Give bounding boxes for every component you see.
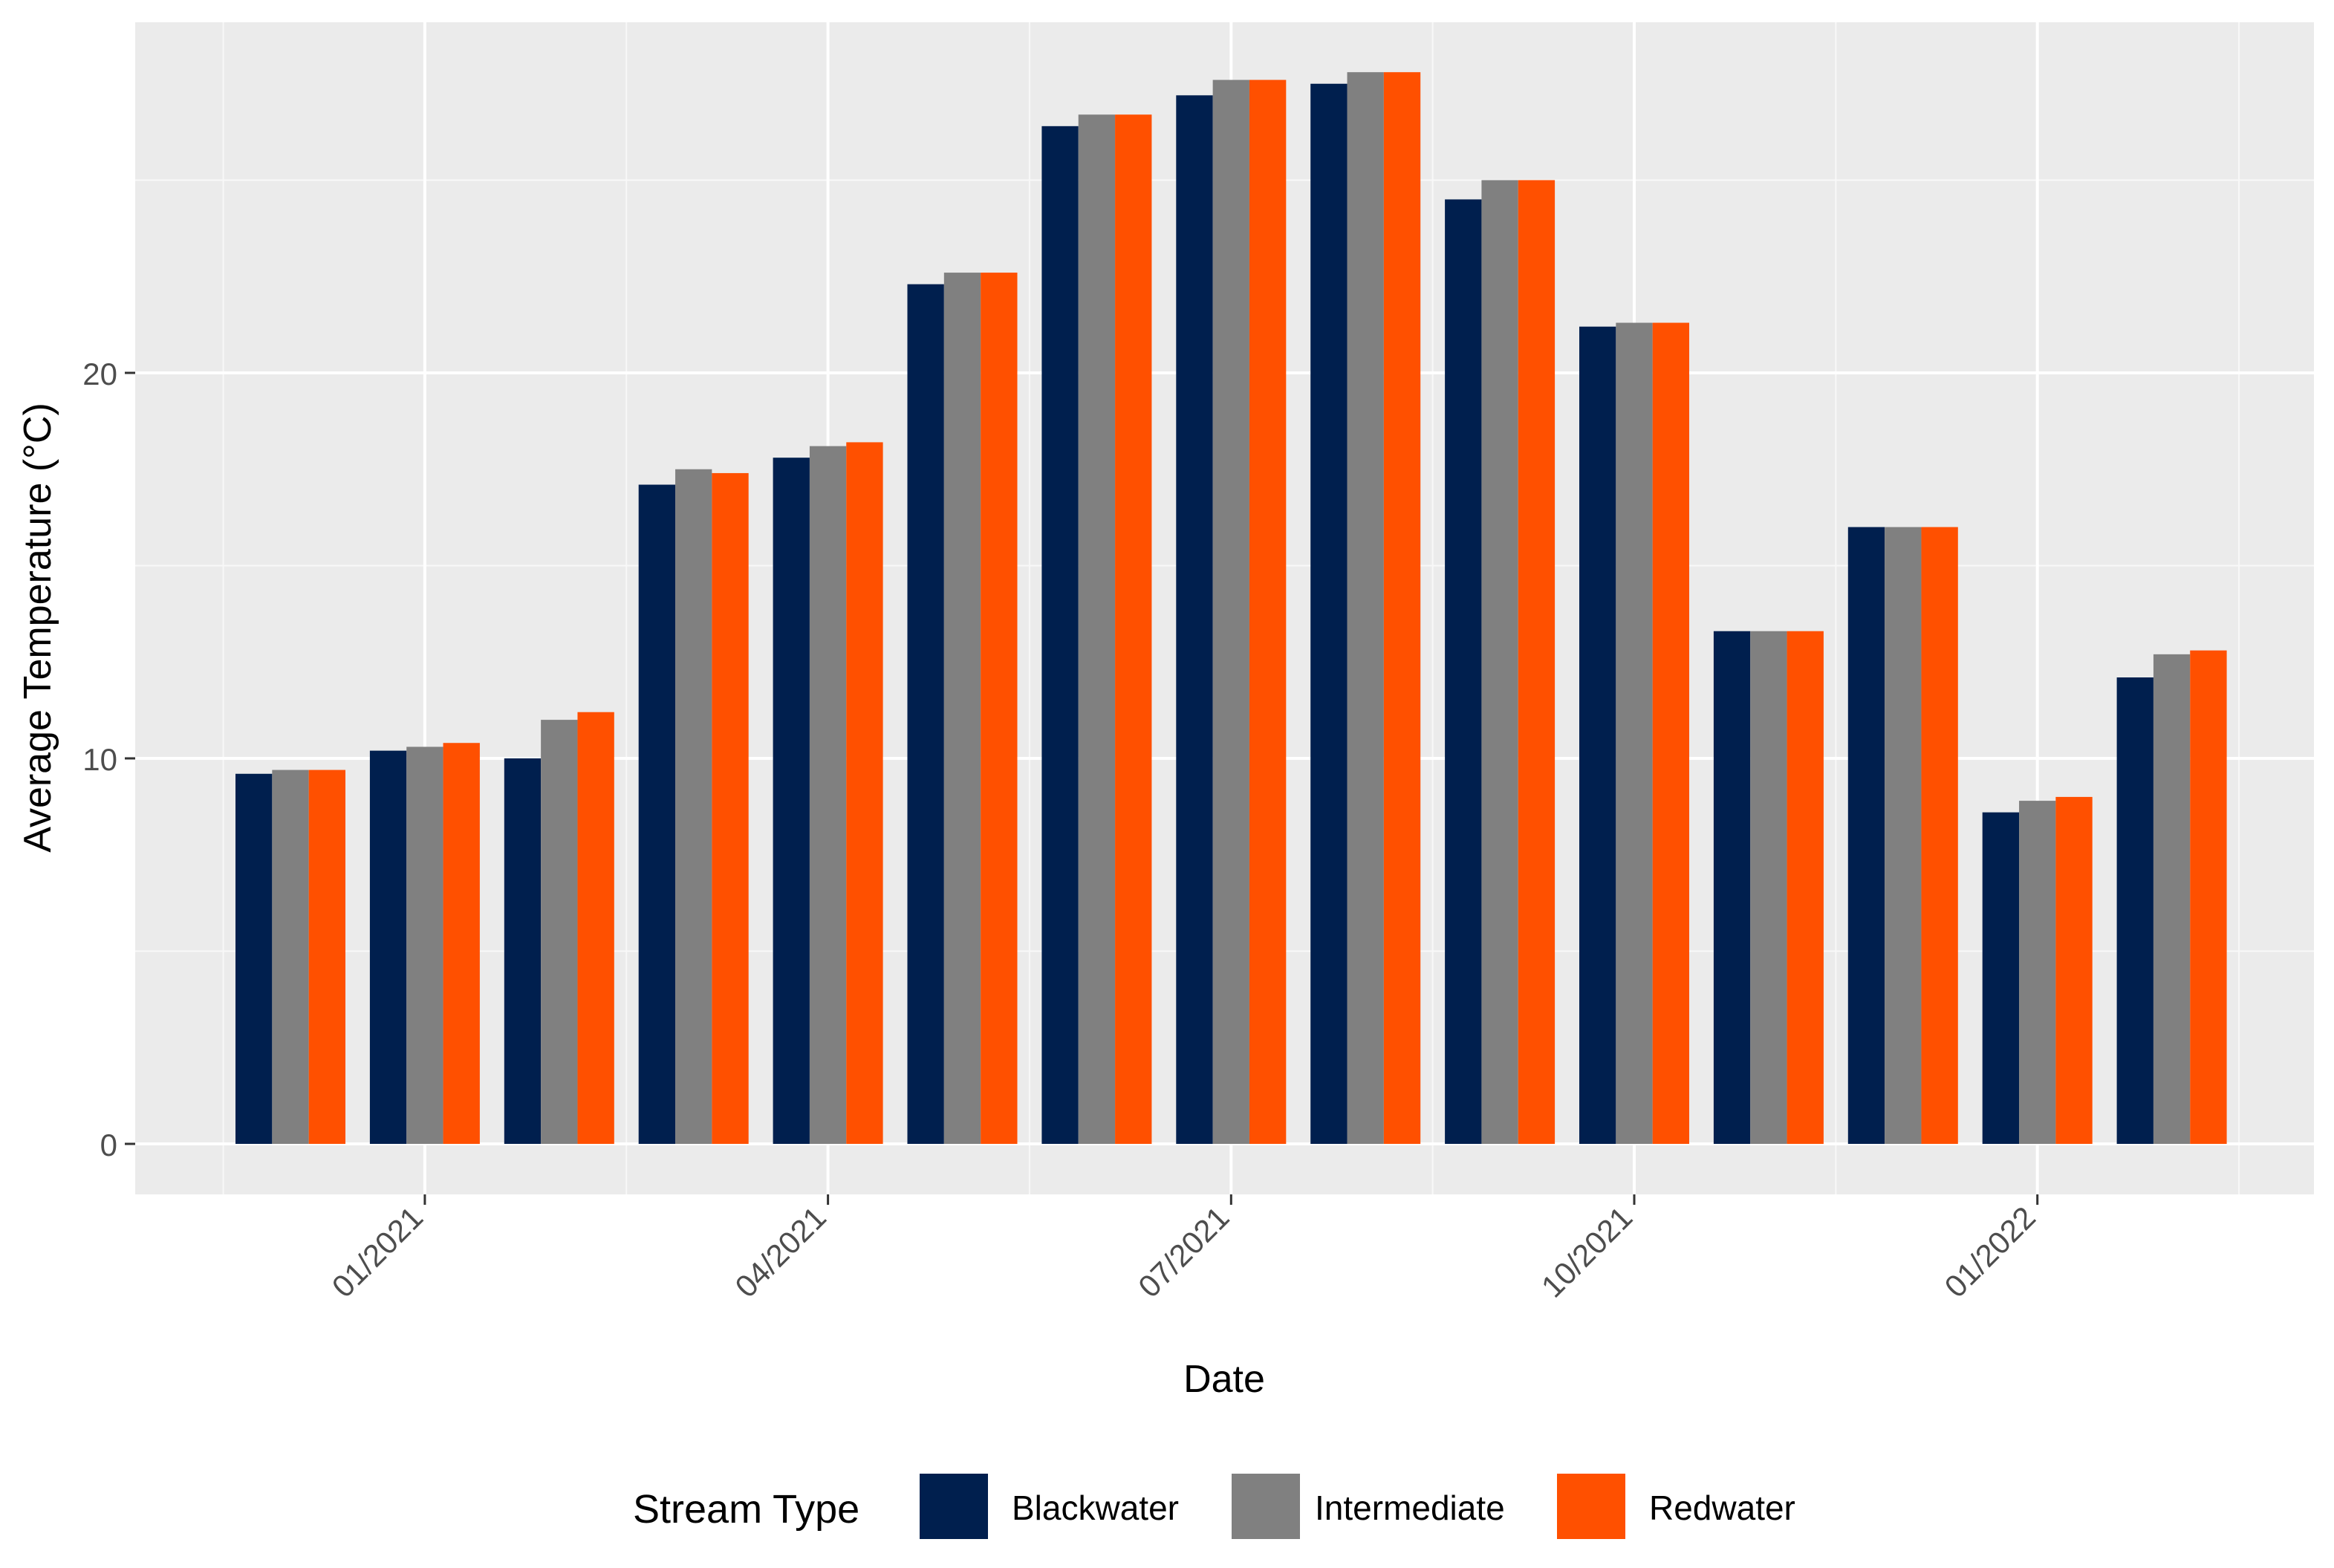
bar-blackwater-10-2021 xyxy=(1579,326,1616,1145)
x-tick-label: 04/2021 xyxy=(728,1200,833,1304)
bar-blackwater-01-2022 xyxy=(1982,812,2020,1144)
bar-redwater-02-2022 xyxy=(2190,650,2227,1144)
bar-redwater-12-2020 xyxy=(308,770,345,1144)
y-tick-label: 10 xyxy=(82,742,117,777)
bar-intermediate-02-2021 xyxy=(541,720,578,1144)
x-axis-title: Date xyxy=(1183,1358,1265,1401)
bar-intermediate-01-2022 xyxy=(2019,801,2056,1144)
bar-intermediate-02-2022 xyxy=(2153,654,2191,1144)
bar-intermediate-11-2021 xyxy=(1750,631,1787,1144)
bar-intermediate-12-2021 xyxy=(1885,527,1922,1144)
bar-blackwater-07-2021 xyxy=(1176,95,1213,1144)
bar-intermediate-08-2021 xyxy=(1347,72,1384,1144)
bar-redwater-04-2021 xyxy=(846,442,883,1144)
bar-blackwater-04-2021 xyxy=(773,458,810,1144)
bar-intermediate-03-2021 xyxy=(675,469,712,1144)
y-tick-label: 20 xyxy=(82,357,117,391)
bar-intermediate-04-2021 xyxy=(809,446,847,1144)
x-tick-label: 07/2021 xyxy=(1131,1200,1236,1304)
x-tick-label: 10/2021 xyxy=(1535,1200,1639,1304)
x-tick-label: 01/2021 xyxy=(325,1200,430,1304)
y-tick-label: 0 xyxy=(100,1128,117,1162)
bar-redwater-11-2021 xyxy=(1787,631,1824,1144)
bar-blackwater-09-2021 xyxy=(1445,199,1482,1145)
bar-blackwater-01-2021 xyxy=(369,750,407,1144)
bar-blackwater-08-2021 xyxy=(1310,83,1348,1144)
bar-intermediate-06-2021 xyxy=(1078,114,1116,1144)
bars xyxy=(235,72,2227,1145)
bar-blackwater-06-2021 xyxy=(1041,126,1079,1145)
bar-intermediate-12-2020 xyxy=(272,770,309,1144)
bar-blackwater-12-2020 xyxy=(235,773,273,1144)
x-tick-label: 01/2022 xyxy=(1937,1200,2042,1304)
y-axis-title: Average Temperature (°C) xyxy=(16,403,59,853)
bar-redwater-02-2021 xyxy=(577,712,614,1144)
bar-redwater-10-2021 xyxy=(1652,322,1689,1144)
x-axis: 01/2021 04/2021 07/2021 10/2021 01/2022 xyxy=(325,1194,2042,1304)
bar-blackwater-12-2021 xyxy=(1847,527,1885,1144)
bar-intermediate-01-2021 xyxy=(406,746,443,1144)
bar-intermediate-05-2021 xyxy=(943,273,981,1144)
legend-key-blackwater xyxy=(920,1474,988,1539)
y-axis: 0 10 20 xyxy=(82,357,135,1162)
bar-intermediate-09-2021 xyxy=(1481,180,1518,1144)
bar-intermediate-10-2021 xyxy=(1616,322,1653,1144)
legend-label-redwater: Redwater xyxy=(1649,1489,1795,1527)
bar-redwater-07-2021 xyxy=(1249,79,1287,1144)
bar-blackwater-02-2021 xyxy=(504,758,542,1144)
bar-redwater-03-2021 xyxy=(712,472,749,1144)
bar-blackwater-03-2021 xyxy=(638,484,676,1144)
bar-blackwater-11-2021 xyxy=(1713,631,1751,1144)
legend-label-blackwater: Blackwater xyxy=(1012,1489,1179,1527)
bar-intermediate-07-2021 xyxy=(1212,79,1249,1144)
legend: Stream Type Blackwater Intermediate Redwat… xyxy=(633,1474,1795,1539)
bar-redwater-12-2021 xyxy=(1921,527,1958,1144)
bar-blackwater-05-2021 xyxy=(907,284,944,1144)
legend-key-redwater xyxy=(1557,1474,1625,1539)
bar-redwater-01-2022 xyxy=(2055,796,2093,1144)
bar-redwater-01-2021 xyxy=(443,743,480,1144)
bar-redwater-08-2021 xyxy=(1383,72,1421,1144)
bar-blackwater-02-2022 xyxy=(2116,677,2153,1144)
legend-label-intermediate: Intermediate xyxy=(1315,1489,1505,1527)
legend-title: Stream Type xyxy=(633,1487,859,1532)
legend-key-intermediate xyxy=(1232,1474,1300,1539)
bar-redwater-05-2021 xyxy=(981,273,1018,1144)
bar-redwater-09-2021 xyxy=(1518,180,1556,1144)
bar-redwater-06-2021 xyxy=(1115,114,1152,1144)
